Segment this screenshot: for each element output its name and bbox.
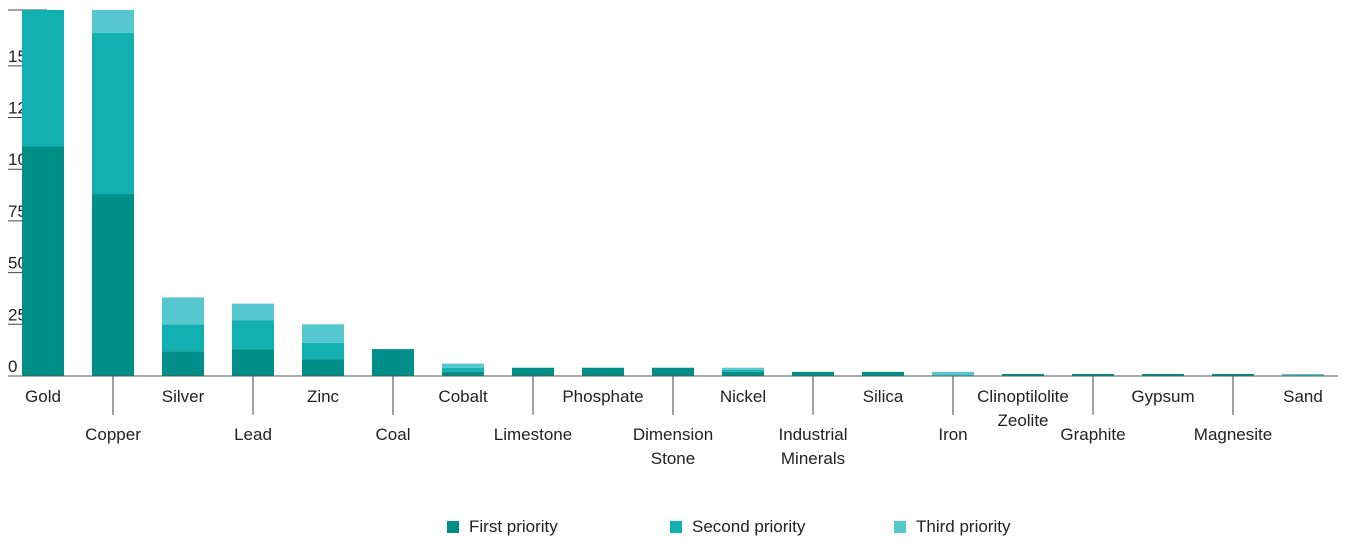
bar-segment [722,367,764,370]
category-label: Gypsum [1131,387,1194,406]
category-label: Gold [25,387,61,406]
bar-segment [232,303,274,321]
bar-segment [22,146,64,376]
category-label: Nickel [720,387,766,406]
bar-segment [442,363,484,368]
category-label: Sand [1283,387,1323,406]
category-label: Zeolite [997,411,1048,430]
legend-label: Second priority [692,517,806,536]
bar-segment [442,367,484,372]
category-label: Industrial [779,425,848,444]
category-label: Stone [651,449,695,468]
bar-segment [302,342,344,360]
bar-segment [722,369,764,372]
bar-segment [1282,373,1324,376]
bar-segment [722,371,764,376]
bar-segment [232,320,274,350]
bar-segment [1212,373,1254,376]
bars [22,10,1324,376]
category-label: Minerals [781,449,845,468]
bar-segment [442,371,484,376]
category-label: Zinc [307,387,340,406]
bar-segment [932,371,974,376]
category-label: Copper [85,425,141,444]
category-label: Magnesite [1194,425,1272,444]
bar-segment [22,10,64,147]
bar-segment [162,351,204,376]
category-label: Phosphate [562,387,643,406]
legend-swatch [447,521,459,533]
category-label: Graphite [1060,425,1125,444]
bar-segment [92,194,134,376]
bar-segment [1002,373,1044,376]
x-axis: Gold Copper Silver Lead Zinc Coal Cobalt Limest… [25,376,1323,468]
category-label: Cobalt [438,387,487,406]
bar-segment [862,371,904,376]
bar-segment [162,324,204,352]
bar-segment [652,367,694,376]
bar-segment [582,367,624,376]
category-label: Lead [234,425,272,444]
bar-segment [302,359,344,376]
category-label: Limestone [494,425,572,444]
legend-label: First priority [469,517,558,536]
bar-segment [232,349,274,376]
bar-segment [92,32,134,195]
legend-swatch [894,521,906,533]
bar-segment [372,349,414,376]
category-label: Silica [863,387,904,406]
category-label: Silver [162,387,205,406]
legend-swatch [670,521,682,533]
category-label: Iron [938,425,967,444]
bar-segment [1072,373,1114,376]
category-label: Coal [376,425,411,444]
legend-label: Third priority [916,517,1011,536]
bar-segment [792,371,834,376]
bar-segment [512,367,554,376]
y-tick-label: 0 [8,357,17,376]
category-label: Clinoptilolite [977,387,1069,406]
bar-segment [302,324,344,343]
bar-segment [1142,373,1184,376]
bar-segment [92,10,134,33]
bar-segment [162,297,204,325]
legend: First priority Second priority Third prior… [447,517,1011,536]
category-label: Dimension [633,425,713,444]
